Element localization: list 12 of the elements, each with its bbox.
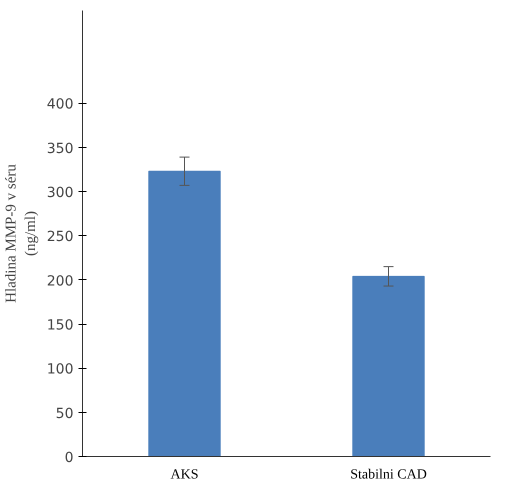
y-axis-title: Hladina MMP-9 v séru (ng/ml) — [4, 164, 39, 303]
y-tick-label: 400 — [46, 96, 74, 113]
y-tick-label: 150 — [46, 318, 74, 334]
y-tick-label: 250 — [46, 229, 74, 246]
y-tick-label: 100 — [46, 362, 74, 378]
x-tick-label: Stabilni CAD — [350, 468, 427, 482]
y-tick-label: 50 — [56, 406, 74, 422]
y-tick-label: 300 — [46, 185, 74, 202]
y-tick-label: 350 — [46, 140, 74, 157]
x-tick-label: AKS — [170, 468, 199, 482]
y-tick-label: 0 — [64, 450, 74, 466]
y-tick-label: 200 — [46, 273, 74, 290]
